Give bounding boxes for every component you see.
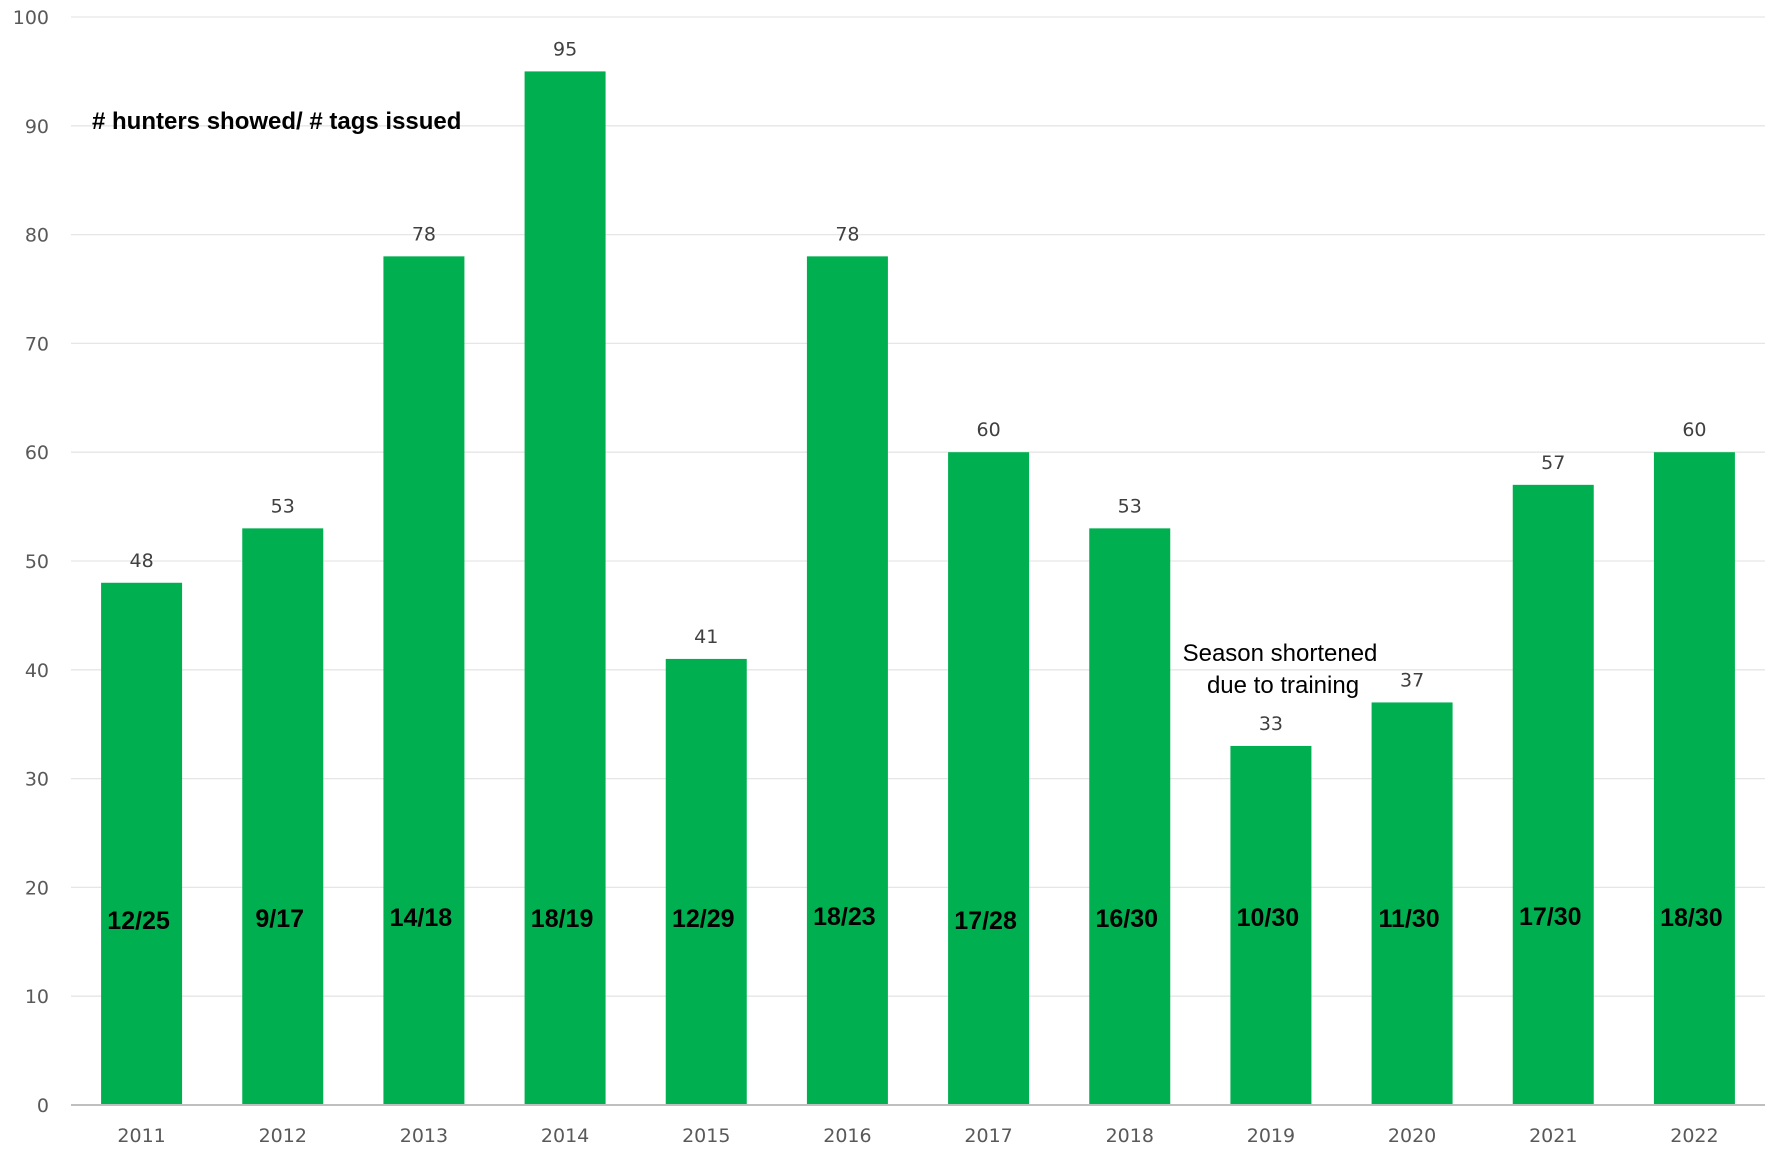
ratio-label-2013: 14/18 <box>390 904 453 932</box>
y-tick-label: 40 <box>25 660 49 682</box>
ratio-label-2016: 18/23 <box>813 903 876 931</box>
x-axis-tick-labels: 2011 2012 2013 2014 2015 2016 2017 2018 2019 2020… <box>117 1125 1718 1147</box>
bar-2013 <box>383 256 465 1105</box>
data-label-2018: 53 <box>1118 495 1142 517</box>
data-label-2019: 33 <box>1259 713 1283 735</box>
bar-2014 <box>524 71 606 1105</box>
ratio-label-2019: 10/30 <box>1237 904 1300 932</box>
y-tick-label: 0 <box>37 1095 49 1117</box>
ratio-labels: 12/25 9/17 14/18 18/19 12/29 18/23 17/28 16/30 1… <box>107 903 1722 935</box>
data-label-2016: 78 <box>835 223 859 245</box>
y-tick-label: 100 <box>13 7 49 29</box>
x-tick-label-2014: 2014 <box>541 1125 589 1147</box>
ratio-label-2011: 12/25 <box>107 907 170 935</box>
ratio-label-2017: 17/28 <box>954 907 1017 935</box>
x-tick-label-2011: 2011 <box>117 1125 165 1147</box>
x-tick-label-2020: 2020 <box>1388 1125 1436 1147</box>
y-tick-label: 80 <box>25 225 49 247</box>
x-tick-label-2017: 2017 <box>964 1125 1012 1147</box>
bar-2015 <box>665 658 747 1105</box>
season-note-line2: due to training <box>1207 672 1359 699</box>
data-label-2011: 48 <box>129 550 153 572</box>
data-label-2014: 95 <box>553 38 577 60</box>
bar-2011 <box>101 582 183 1105</box>
ratio-label-2021: 17/30 <box>1519 903 1582 931</box>
bar-2022 <box>1653 452 1735 1105</box>
data-label-2020: 37 <box>1400 669 1424 691</box>
bar-2019 <box>1230 745 1312 1105</box>
bar-2021 <box>1512 484 1594 1106</box>
bar-2012 <box>242 528 324 1105</box>
x-tick-label-2022: 2022 <box>1670 1125 1718 1147</box>
season-note-line1: Season shortened <box>1183 640 1378 667</box>
data-label-2017: 60 <box>976 419 1000 441</box>
y-tick-label: 70 <box>25 333 49 355</box>
x-tick-label-2021: 2021 <box>1529 1125 1577 1147</box>
bar-2020 <box>1371 702 1453 1105</box>
data-label-2012: 53 <box>271 495 295 517</box>
x-tick-label-2018: 2018 <box>1106 1125 1154 1147</box>
ratio-label-2020: 11/30 <box>1378 905 1439 933</box>
bars <box>101 71 1735 1106</box>
x-tick-label-2019: 2019 <box>1247 1125 1295 1147</box>
y-tick-label: 60 <box>25 442 49 464</box>
ratio-label-2012: 9/17 <box>255 905 304 933</box>
x-tick-label-2013: 2013 <box>400 1125 448 1147</box>
y-axis-tick-labels: 0 10 20 30 40 50 60 70 80 90 100 <box>13 7 49 1117</box>
y-tick-label: 20 <box>25 877 49 899</box>
y-tick-label: 30 <box>25 769 49 791</box>
x-tick-label-2015: 2015 <box>682 1125 730 1147</box>
data-label-2013: 78 <box>412 223 436 245</box>
y-tick-label: 50 <box>25 551 49 573</box>
ratio-label-2015: 12/29 <box>672 905 735 933</box>
data-labels: 48 53 78 95 41 78 60 53 33 37 57 60 <box>129 38 1706 735</box>
ratio-label-2014: 18/19 <box>531 905 594 933</box>
data-label-2015: 41 <box>694 626 718 648</box>
data-label-2021: 57 <box>1541 452 1565 474</box>
ratio-label-2018: 16/30 <box>1095 905 1158 933</box>
bar-2018 <box>1089 528 1171 1105</box>
data-label-2022: 60 <box>1682 419 1706 441</box>
x-tick-label-2016: 2016 <box>823 1125 871 1147</box>
y-tick-label: 90 <box>25 116 49 138</box>
bar-2017 <box>948 452 1030 1105</box>
x-tick-label-2012: 2012 <box>259 1125 307 1147</box>
gridlines <box>71 16 1765 997</box>
ratio-label-2022: 18/30 <box>1660 904 1723 932</box>
ratio-note: # hunters showed/ # tags issued <box>92 108 461 135</box>
y-tick-label: 10 <box>25 986 49 1008</box>
bar-2016 <box>806 256 888 1105</box>
